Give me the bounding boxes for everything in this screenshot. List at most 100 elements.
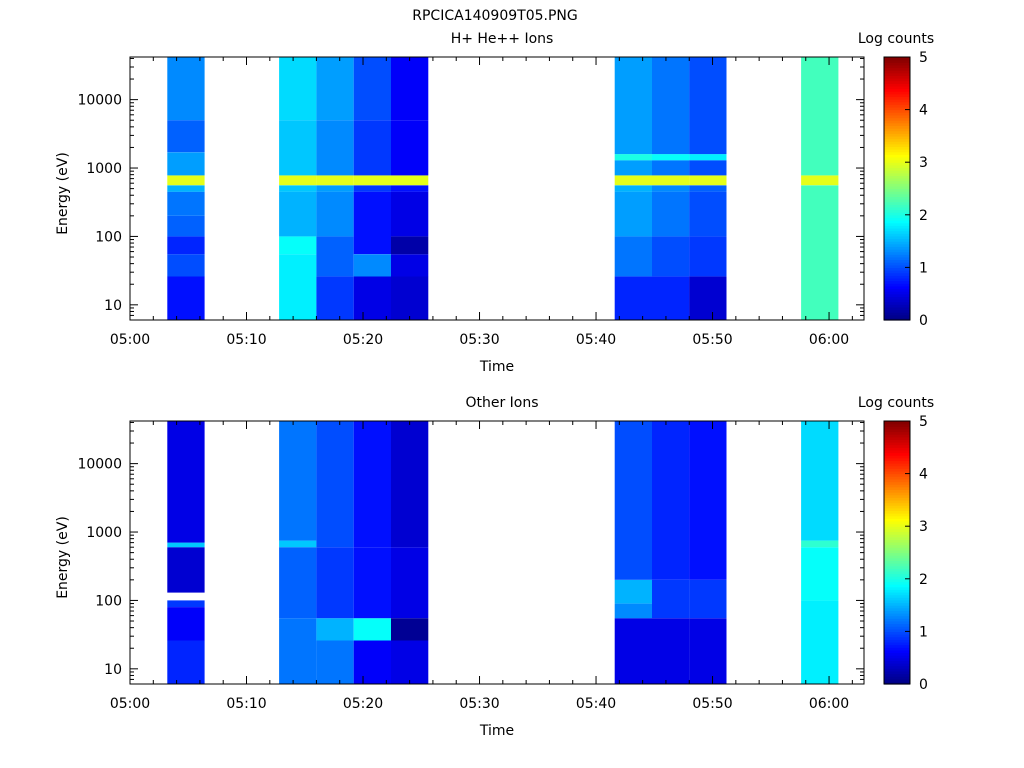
colorbar-segment <box>884 618 910 622</box>
colorbar-segment <box>884 555 910 559</box>
heatmap-cell <box>689 185 727 192</box>
colorbar-segment <box>884 649 910 654</box>
heatmap-cell <box>391 191 429 237</box>
colorbar-segment <box>884 78 910 82</box>
y-axis-label: Energy (eV) <box>55 152 71 235</box>
colorbar-segment <box>884 544 910 548</box>
heatmap-cell <box>353 191 391 255</box>
colorbar-segment <box>884 623 910 627</box>
colorbar-segment <box>884 557 910 561</box>
colorbar-segment <box>884 283 910 287</box>
colorbar-segment <box>884 230 910 234</box>
colorbar-segment <box>884 457 910 462</box>
colorbar-segment <box>884 513 910 517</box>
colorbar-segment <box>884 191 910 195</box>
colorbar-segment <box>884 620 910 625</box>
x-tick-label: 05:20 <box>343 696 383 712</box>
heatmap-cell <box>167 421 205 543</box>
colorbar: 0 1 2 3 4 5 Log counts <box>858 395 934 693</box>
colorbar-segment <box>884 135 910 140</box>
colorbar-segment <box>884 248 910 253</box>
heatmap-cell <box>391 547 429 619</box>
colorbar-segment <box>884 541 910 546</box>
colorbar-segment <box>884 306 910 311</box>
x-tick-label: 05:30 <box>459 332 499 348</box>
heatmap-cell <box>279 175 317 186</box>
heatmap-cell <box>652 154 690 161</box>
heatmap-cell <box>167 236 205 255</box>
colorbar-segment <box>884 180 910 184</box>
x-tick-label: 05:40 <box>576 332 616 348</box>
colorbar-segment <box>884 497 910 501</box>
heatmap-cell <box>652 579 690 619</box>
panel-1: 05:00 05:10 05:20 05:30 05:40 05:50 06:0010100… <box>55 31 934 375</box>
colorbar-segment <box>884 423 910 427</box>
colorbar-segment <box>884 576 910 580</box>
heatmap-cell <box>279 254 317 320</box>
colorbar-segment <box>884 162 910 166</box>
colorbar-segment <box>884 133 910 137</box>
heatmap-cell <box>316 185 354 192</box>
colorbar-segment <box>884 267 910 271</box>
colorbar-segment <box>884 602 910 606</box>
colorbar-segment <box>884 70 910 74</box>
colorbar: 0 1 2 3 4 5 Log counts <box>858 31 934 329</box>
colorbar-segment <box>884 243 910 247</box>
colorbar-segment <box>884 122 910 126</box>
y-axis-label: Energy (eV) <box>55 516 71 599</box>
heatmap-cell <box>801 57 839 176</box>
colorbar-segment <box>884 528 910 533</box>
heatmap-cell <box>316 276 354 320</box>
colorbar-segment <box>884 534 910 538</box>
heatmap-cell <box>353 547 391 619</box>
heatmap-cell <box>652 160 690 176</box>
colorbar-segment <box>884 652 910 656</box>
plot-frame <box>129 56 865 321</box>
colorbar-segment <box>884 193 910 197</box>
colorbar-segment <box>884 156 910 161</box>
colorbar-segment <box>884 549 910 554</box>
heatmap-cell <box>316 640 354 684</box>
heatmap-cell <box>391 175 429 186</box>
heatmap-cell <box>614 160 652 176</box>
heatmap-cell <box>316 547 354 619</box>
colorbar-segment <box>884 681 910 685</box>
heatmap-cell <box>801 540 839 548</box>
colorbar-segment <box>884 196 910 200</box>
colorbar-segment <box>884 439 910 443</box>
colorbar-segment <box>884 460 910 464</box>
colorbar-segment <box>884 518 910 522</box>
colorbar-segment <box>884 312 910 316</box>
colorbar-segment <box>884 470 910 475</box>
colorbar-segment <box>884 285 910 290</box>
heatmap-cell <box>167 120 205 153</box>
colorbar-segment <box>884 510 910 514</box>
heatmap-cell <box>316 175 354 186</box>
colorbar-segment <box>884 584 910 588</box>
colorbar-segment <box>884 309 910 313</box>
heatmap-cell <box>652 276 690 320</box>
colorbar-segment <box>884 607 910 611</box>
colorbar-segment <box>884 101 910 105</box>
colorbar-label: Log counts <box>858 395 934 411</box>
colorbar-segment <box>884 421 910 425</box>
colorbar-segment <box>884 275 910 279</box>
heatmap-cell <box>614 421 652 580</box>
heatmap-cell <box>167 547 205 593</box>
heatmap-cell <box>279 191 317 237</box>
colorbar-segment <box>884 233 910 237</box>
panel-2: 05:00 05:10 05:20 05:30 05:40 05:50 06:0010100… <box>55 395 934 739</box>
colorbar-segment <box>884 125 910 129</box>
heatmap-cell <box>167 175 205 186</box>
colorbar-segment <box>884 502 910 506</box>
colorbar-tick-label: 5 <box>919 50 928 66</box>
colorbar-segment <box>884 463 910 467</box>
heatmap-cell <box>689 421 727 580</box>
colorbar-segment <box>884 172 910 176</box>
colorbar-segment <box>884 612 910 617</box>
colorbar-segment <box>884 288 910 292</box>
colorbar-segment <box>884 85 910 90</box>
heatmap-cell <box>353 421 391 548</box>
colorbar-segment <box>884 270 910 274</box>
colorbar-segment <box>884 120 910 124</box>
